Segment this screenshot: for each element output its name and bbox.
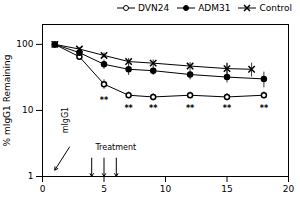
svg-text:**: **: [260, 104, 269, 113]
svg-text:**: **: [124, 104, 133, 113]
html-text:DVN24: DVN24: [138, 3, 170, 13]
svg-text:**: **: [149, 104, 158, 113]
svg-text:Treatment: Treatment: [94, 143, 136, 152]
svg-text:% mIgG1 Remaining: % mIgG1 Remaining: [2, 55, 12, 147]
svg-text:**: **: [223, 104, 232, 113]
svg-text:1: 1: [28, 171, 34, 181]
svg-text:**: **: [100, 96, 109, 105]
html-text:ADM31: ADM31: [198, 3, 231, 13]
svg-text:20: 20: [283, 184, 295, 194]
svg-text:mIgG1: mIgG1: [61, 107, 70, 134]
svg-text:15: 15: [221, 184, 232, 194]
svg-text:**: **: [186, 104, 195, 113]
svg-text:10: 10: [160, 184, 172, 194]
svg-text:100: 100: [16, 39, 33, 49]
svg-text:0: 0: [40, 184, 46, 194]
svg-text:10: 10: [22, 105, 34, 115]
html-text:Control: Control: [259, 3, 292, 13]
svg-text:5: 5: [101, 184, 107, 194]
